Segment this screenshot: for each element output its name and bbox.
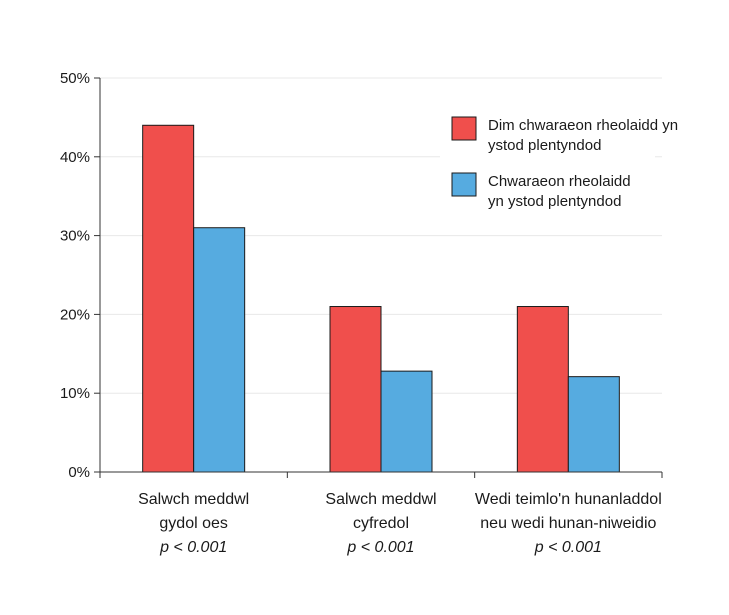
x-category-labels: Salwch meddwl gydol oes p < 0.001 Salwch me… bbox=[138, 491, 662, 556]
y-tick-label: 40% bbox=[60, 149, 90, 166]
legend-label-line: Chwaraeon rheolaidd bbox=[488, 173, 631, 190]
y-tick-label: 20% bbox=[60, 306, 90, 323]
legend-label-line: ystod plentyndod bbox=[488, 137, 601, 154]
y-tick-label: 0% bbox=[68, 464, 90, 481]
category-label-line: Salwch meddwl bbox=[138, 491, 249, 508]
category-label-line: neu wedi hunan-niweidio bbox=[480, 515, 656, 532]
bar-no-sport-2 bbox=[329, 306, 382, 473]
y-tick-label: 10% bbox=[60, 385, 90, 402]
category-label-line: Salwch meddwl bbox=[325, 491, 436, 508]
p-value-label: p < 0.001 bbox=[346, 539, 414, 556]
legend-swatch bbox=[451, 172, 477, 197]
y-tick-label: 30% bbox=[60, 228, 90, 245]
bar-sport-3 bbox=[567, 376, 620, 473]
category-label-line: gydol oes bbox=[159, 515, 228, 532]
bar-no-sport-1 bbox=[142, 124, 195, 473]
category-label-line: cyfredol bbox=[353, 515, 409, 532]
legend-label-line: yn ystod plentyndod bbox=[488, 193, 621, 210]
bar-sport-2 bbox=[380, 370, 433, 473]
y-tick-labels: 0% 10% 20% 30% 40% 50% bbox=[60, 70, 90, 481]
category-label-line: Wedi teimlo'n hunanladdol bbox=[475, 491, 662, 508]
legend: Dim chwaraeon rheolaidd yn ystod plentynd… bbox=[440, 100, 678, 233]
p-value-label: p < 0.001 bbox=[159, 539, 227, 556]
legend-label-line: Dim chwaraeon rheolaidd yn bbox=[488, 117, 678, 134]
bars bbox=[142, 124, 620, 473]
legend-swatch bbox=[451, 116, 477, 141]
axes bbox=[94, 77, 663, 478]
bar-sport-1 bbox=[193, 227, 246, 473]
bar-no-sport-3 bbox=[516, 306, 569, 473]
p-value-label: p < 0.001 bbox=[534, 539, 602, 556]
y-tick-label: 50% bbox=[60, 70, 90, 87]
